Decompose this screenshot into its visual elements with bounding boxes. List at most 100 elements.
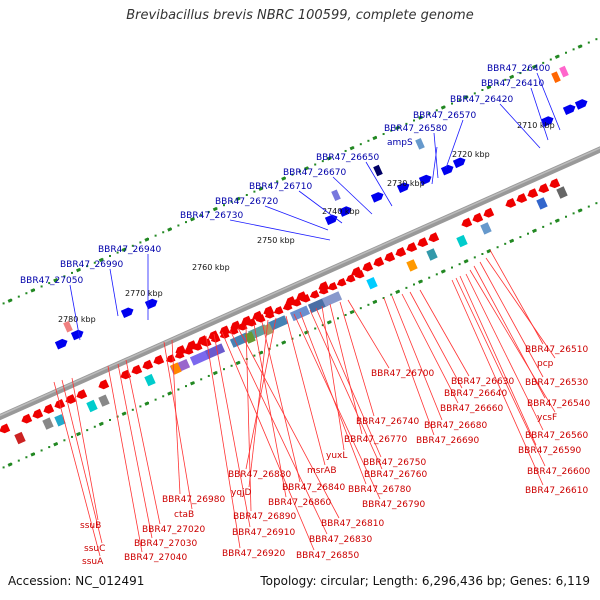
tick-dot	[3, 302, 5, 304]
tick-mark	[419, 281, 423, 283]
kbp-tick-label: 2770 kbp	[125, 289, 163, 298]
kbp-tick-label: 2750 kbp	[257, 236, 295, 245]
tick-mark	[441, 271, 445, 273]
reverse-gene-arrow	[328, 282, 338, 290]
reverse-leader-line	[420, 290, 469, 376]
tick-mark	[533, 230, 537, 232]
tick-dot	[155, 235, 157, 237]
reverse-gene-label: BBR47_26630	[451, 377, 514, 387]
tick-dot	[405, 287, 407, 289]
reverse-leader-line	[480, 262, 543, 377]
tick-dot	[276, 344, 278, 346]
forward-gene-label: BBR47_26410	[481, 79, 544, 89]
tick-mark	[373, 301, 377, 303]
tick-dot	[314, 328, 316, 330]
tick-dot	[63, 439, 65, 441]
tick-mark	[213, 208, 217, 210]
forward-gene-arrow	[121, 308, 134, 319]
feature-box	[559, 66, 569, 78]
tick-dot	[231, 365, 233, 367]
reverse-gene-arrow	[505, 198, 516, 208]
reverse-gene-arrow	[153, 355, 164, 365]
tick-mark	[31, 290, 35, 292]
tick-mark	[31, 454, 35, 456]
reverse-gene-label: BBR47_27030	[134, 539, 197, 549]
tick-mark	[122, 413, 126, 415]
feature-box	[536, 197, 547, 209]
tick-dot	[345, 314, 347, 316]
reverse-gene-label: BBR47_26880	[228, 470, 291, 480]
feature-box	[426, 248, 437, 260]
tick-dot	[223, 368, 225, 370]
feature-box	[144, 374, 155, 386]
tick-dot	[595, 202, 597, 204]
tick-mark	[191, 382, 195, 384]
tick-dot	[162, 395, 164, 397]
tick-dot	[481, 253, 483, 255]
reverse-gene-arrow	[76, 389, 87, 399]
tick-mark	[145, 239, 149, 241]
reverse-gene-label: BBR47_26690	[416, 436, 479, 446]
reverse-gene-label: ssuB	[80, 521, 101, 531]
tick-dot	[132, 409, 134, 411]
tick-dot	[314, 164, 316, 166]
tick-mark	[99, 423, 103, 425]
forward-gene-arrow	[371, 192, 384, 203]
reverse-gene-label: BBR47_26510	[525, 345, 588, 355]
reverse-gene-label: ycsF	[537, 413, 557, 423]
tick-dot	[550, 223, 552, 225]
tick-dot	[542, 226, 544, 228]
reverse-gene-label: BBR47_26980	[162, 495, 225, 505]
reverse-gene-arrow	[516, 193, 527, 203]
reverse-gene-label: BBR47_26770	[344, 435, 407, 445]
reverse-gene-arrow	[549, 178, 560, 188]
tick-mark	[350, 311, 354, 313]
reverse-leader-line	[340, 302, 374, 416]
reverse-gene-label: BBR47_26830	[309, 535, 372, 545]
reverse-gene-label: BBR47_26810	[321, 519, 384, 529]
reverse-gene-arrow	[0, 424, 10, 434]
forward-gene-arrow	[441, 165, 454, 176]
tick-mark	[350, 147, 354, 149]
tick-dot	[253, 355, 255, 357]
reverse-gene-label: BBR47_26840	[282, 483, 345, 493]
reverse-leader-line	[310, 310, 382, 469]
reverse-leader-line	[62, 380, 102, 543]
forward-gene-label: BBR47_26570	[413, 111, 476, 121]
reverse-gene-arrow	[142, 360, 153, 370]
kbp-tick-label: 2730 kbp	[387, 179, 425, 188]
forward-gene-arrow	[453, 158, 466, 169]
reverse-gene-arrow	[32, 409, 43, 419]
tick-dot	[497, 246, 499, 248]
reverse-leader-line	[348, 300, 389, 368]
tick-dot	[185, 385, 187, 387]
tick-dot	[139, 241, 141, 243]
tick-dot	[94, 426, 96, 428]
tick-dot	[155, 399, 157, 401]
reverse-gene-label: BBR47_26560	[525, 431, 588, 441]
reverse-gene-label: BBR47_26660	[440, 404, 503, 414]
tick-mark	[282, 178, 286, 180]
tick-dot	[360, 307, 362, 309]
tick-mark	[236, 362, 240, 364]
forward-gene-label: BBR47_26670	[283, 168, 346, 178]
reverse-gene-label: BBR47_26790	[362, 500, 425, 510]
reverse-gene-label: BBR47_26910	[232, 528, 295, 538]
feature-box	[86, 400, 97, 412]
genome-stats-text: Topology: circular; Length: 6,296,436 bp…	[260, 574, 590, 588]
forward-gene-label: BBR47_26580	[384, 124, 447, 134]
tick-dot	[588, 42, 590, 44]
reverse-gene-label: BBR47_26590	[518, 446, 581, 456]
reverse-gene-label: ctaB	[174, 510, 194, 520]
forward-gene-label: BBR47_26990	[60, 260, 123, 270]
reverse-gene-label: BBR47_26860	[268, 498, 331, 508]
reverse-gene-label: BBR47_26680	[424, 421, 487, 431]
feature-box	[98, 395, 109, 407]
tick-dot	[18, 296, 20, 298]
reverse-gene-arrow	[483, 208, 494, 218]
tick-dot	[413, 283, 415, 285]
tick-mark	[510, 240, 514, 242]
tick-dot	[139, 405, 141, 407]
tick-dot	[360, 143, 362, 145]
tick-mark	[327, 321, 331, 323]
